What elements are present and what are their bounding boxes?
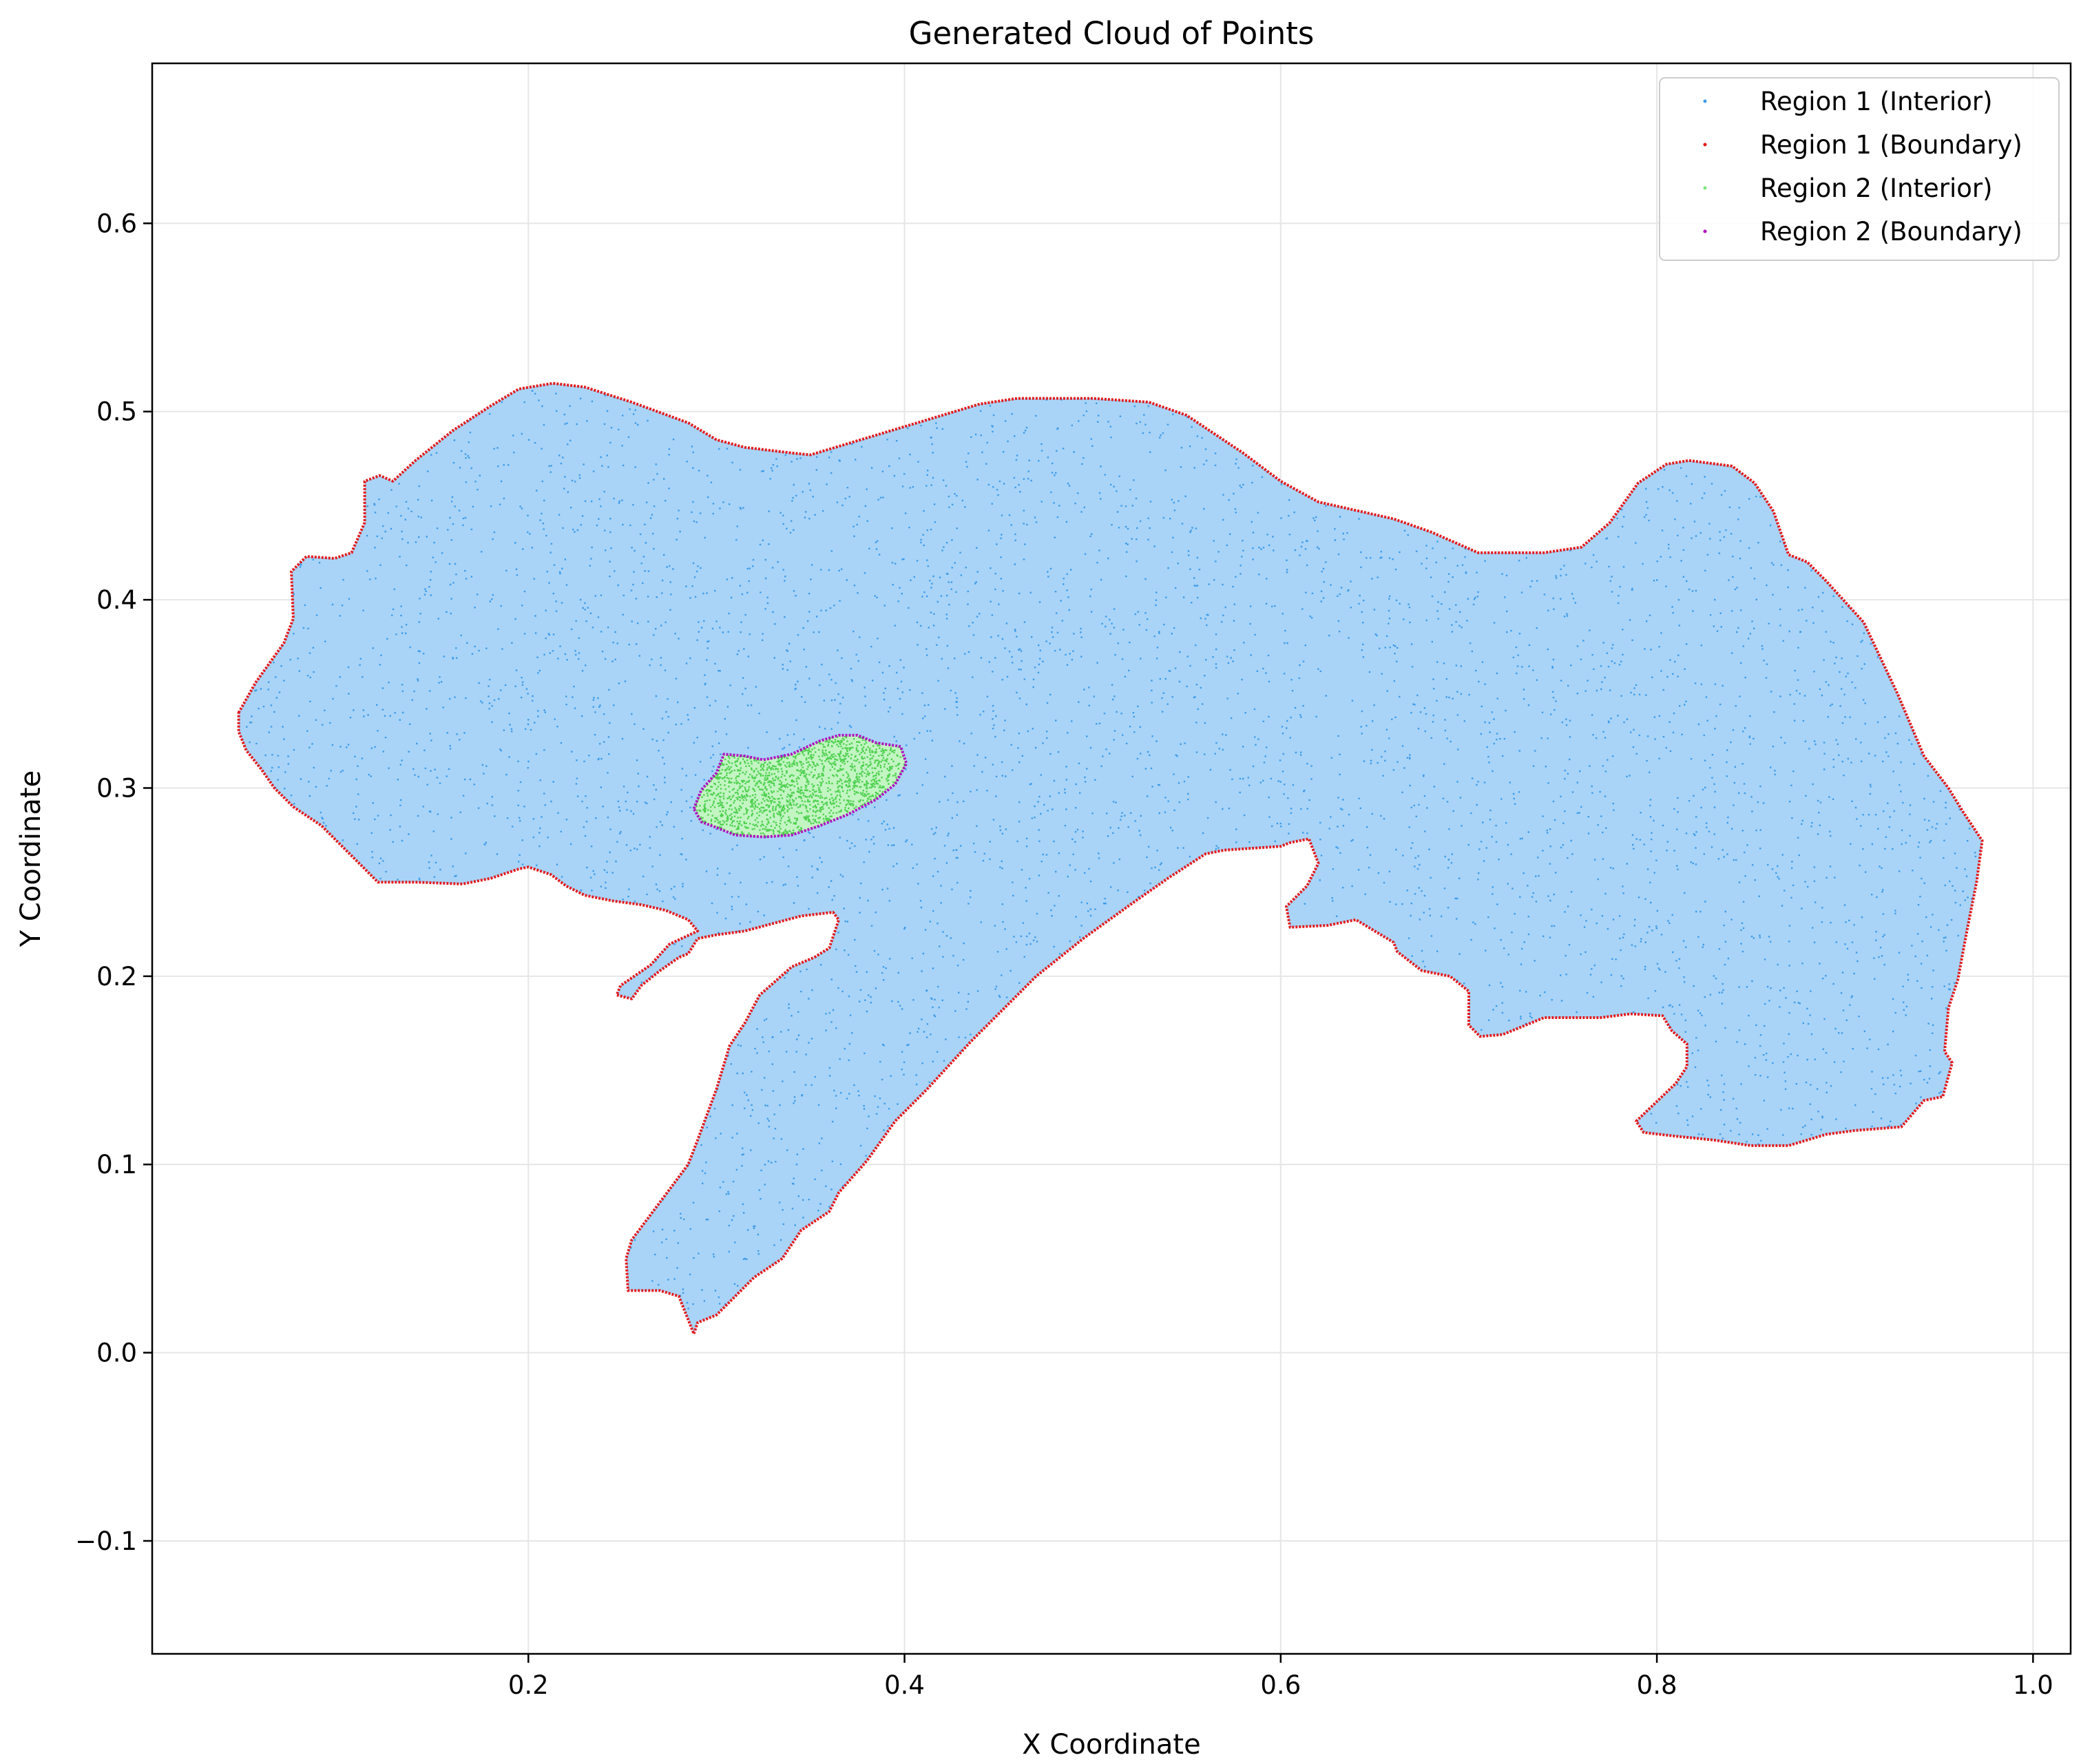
chart-title: Generated Cloud of Points <box>909 15 1315 52</box>
interior-point-cloud <box>693 735 907 837</box>
y-tick-label: 0.6 <box>96 209 137 238</box>
y-tick-label: 0.2 <box>96 962 137 991</box>
y-tick-label: 0.1 <box>96 1150 137 1179</box>
x-axis-ticks: 0.2 0.4 0.6 0.8 1.0 <box>508 1654 2053 1700</box>
region-1-interior-fill <box>238 383 1983 1334</box>
legend-label-region-1-boundary: Region 1 (Boundary) <box>1760 130 2022 160</box>
region-2-interior-points <box>693 735 907 837</box>
y-axis-ticks: −0.1 0.0 0.1 0.2 0.3 0.4 0.5 0.6 <box>75 209 152 1556</box>
y-tick-label: 0.4 <box>96 585 137 615</box>
region-2-boundary <box>692 733 908 839</box>
legend-marker-region-1-boundary <box>1703 143 1707 147</box>
plot-area <box>237 381 1984 1336</box>
y-axis-label: Y Coordinate <box>15 770 47 947</box>
x-axis-label: X Coordinate <box>1022 1729 1200 1761</box>
x-tick-label: 0.2 <box>508 1670 549 1700</box>
plot-frame <box>151 62 2072 1655</box>
x-tick-label: 1.0 <box>2013 1670 2053 1700</box>
y-tick-label: 0.3 <box>96 773 137 803</box>
legend-label-region-2-boundary: Region 2 (Boundary) <box>1760 217 2022 246</box>
legend-marker-region-2-boundary <box>1703 229 1707 233</box>
legend-label-region-1-interior: Region 1 (Interior) <box>1760 87 1993 116</box>
legend: Region 1 (Interior) Region 1 (Boundary) … <box>1659 77 2060 261</box>
y-tick-label: −0.1 <box>75 1526 137 1556</box>
x-tick-label: 0.8 <box>1637 1670 1677 1700</box>
y-tick-label: 0.5 <box>96 397 137 427</box>
legend-marker-region-1-interior <box>1703 99 1707 103</box>
y-tick-label: 0.0 <box>96 1338 137 1368</box>
region-1-boundary <box>237 381 1984 1336</box>
legend-box <box>1659 77 2060 261</box>
x-tick-label: 0.4 <box>884 1670 925 1700</box>
legend-label-region-2-interior: Region 2 (Interior) <box>1760 174 1993 203</box>
legend-marker-region-2-interior <box>1703 186 1707 190</box>
x-tick-label: 0.6 <box>1260 1670 1301 1700</box>
